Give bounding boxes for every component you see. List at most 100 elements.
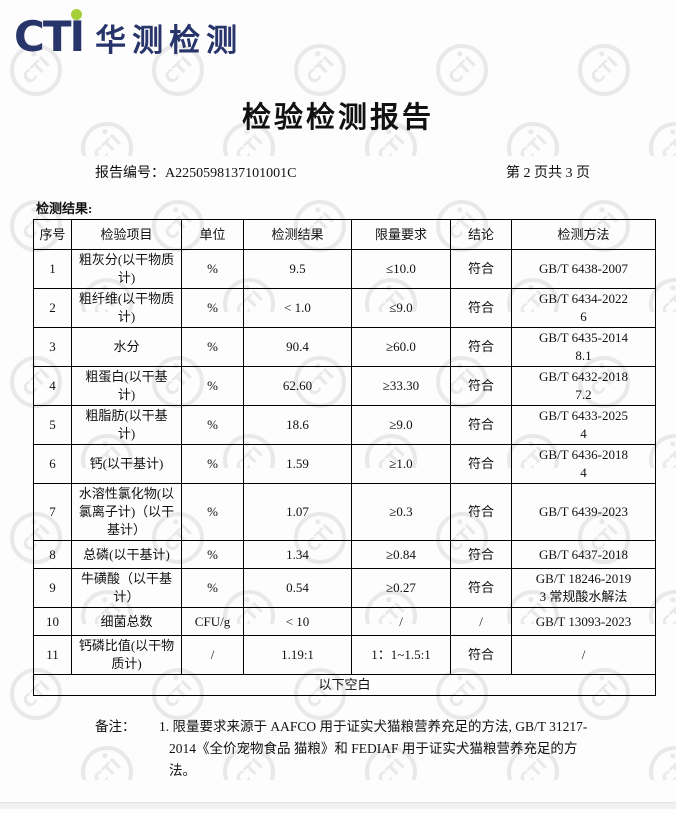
conclusion-cell: 符合 xyxy=(450,327,512,367)
result-cell: 18.6 xyxy=(243,405,352,445)
unit-cell: % xyxy=(181,327,244,367)
row-index-cell: 4 xyxy=(33,366,72,406)
table-row: 5 粗脂肪(以干基 计)% 18.6 ≥9.0 符合 GB/T 6433-2025 4 xyxy=(33,405,656,445)
cti-logo: CTI xyxy=(14,9,85,58)
method-cell: GB/T 6435-2014 8.1 xyxy=(511,327,656,367)
row-index-cell: 3 xyxy=(33,327,72,367)
unit-cell: / xyxy=(181,635,244,675)
conclusion-cell: / xyxy=(450,607,512,636)
unit-cell: % xyxy=(181,540,244,569)
method-cell: GB/T 6432-2018 7.2 xyxy=(511,366,656,406)
conclusion-cell: 符合 xyxy=(450,635,512,675)
method-cell: GB/T 6436-2018 4 xyxy=(511,444,656,484)
method-cell: GB/T 6439-2023 xyxy=(511,483,656,541)
unit-cell: % xyxy=(181,568,244,608)
limit-cell: ≥1.0 xyxy=(351,444,451,484)
unit-cell: % xyxy=(181,288,244,328)
table-row: 6 钙(以干基计)% 1.59 ≥1.0 符合 GB/T 6436-2018 4 xyxy=(33,444,656,484)
conclusion-cell: 符合 xyxy=(450,288,512,328)
table-body: 1 粗灰分(以干物质 计)% 9.5 ≤10.0 符合 GB/T 6438-2007 2 粗纤… xyxy=(33,249,656,675)
result-cell: 90.4 xyxy=(243,327,352,367)
limit-cell: ≥0.27 xyxy=(351,568,451,608)
brand-header: CTI 华测检测 xyxy=(0,0,676,58)
unit-cell: % xyxy=(181,366,244,406)
conclusion-cell: 符合 xyxy=(450,405,512,445)
limit-cell: ≤9.0 xyxy=(351,288,451,328)
method-cell: GB/T 6437-2018 xyxy=(511,540,656,569)
column-header: 序号 xyxy=(33,219,72,250)
result-cell: 1.59 xyxy=(243,444,352,484)
method-cell: GB/T 6434-2022 6 xyxy=(511,288,656,328)
blank-row-label: 以下空白 xyxy=(33,674,656,696)
limit-cell: 1：1~1.5:1 xyxy=(351,635,451,675)
column-header: 限量要求 xyxy=(351,219,451,250)
conclusion-cell: 符合 xyxy=(450,568,512,608)
conclusion-cell: 符合 xyxy=(450,444,512,484)
row-index-cell: 9 xyxy=(33,568,72,608)
method-cell: / xyxy=(511,635,656,675)
column-header: 检测方法 xyxy=(511,219,656,250)
row-index-cell: 10 xyxy=(33,607,72,636)
test-item-cell: 粗纤维(以干物质 计) xyxy=(71,288,182,328)
row-index-cell: 11 xyxy=(33,635,72,675)
remark-label: 备注： xyxy=(95,719,136,734)
result-cell: 9.5 xyxy=(243,249,352,289)
result-cell: 62.60 xyxy=(243,366,352,406)
table-row: 10 细菌总数 CFU/g < 10// GB/T 13093-2023 xyxy=(33,607,656,636)
test-item-cell: 牛磺酸（以干基 计） xyxy=(71,568,182,608)
report-number: 报告编号：A2250598137101001C xyxy=(95,162,296,182)
column-header: 单位 xyxy=(181,219,244,250)
test-item-cell: 水溶性氯化物(以 氯离子计)（以干 基计） xyxy=(71,483,182,541)
test-item-cell: 钙磷比值(以干物 质计) xyxy=(71,635,182,675)
table-row: 2 粗纤维(以干物质 计)% < 1.0 ≤9.0 符合 GB/T 6434-2022 6 xyxy=(33,288,656,328)
column-header: 检验项目 xyxy=(71,219,182,250)
table-row: 1 粗灰分(以干物质 计)% 9.5 ≤10.0 符合 GB/T 6438-2007 xyxy=(33,249,656,289)
report-number-value: A2250598137101001C xyxy=(165,166,297,181)
unit-cell: % xyxy=(181,483,244,541)
section-label: 检测结果: xyxy=(36,201,93,216)
cti-logo-text: CTI xyxy=(14,12,85,61)
conclusion-cell: 符合 xyxy=(450,483,512,541)
row-index-cell: 1 xyxy=(33,249,72,289)
unit-cell: % xyxy=(181,405,244,445)
remark-text: 1. 限量要求来源于 AAFCO 用于证实犬猫粮营养充足的方法, GB/T 31… xyxy=(159,716,604,782)
table-row: 8 总磷(以干基计)% 1.34 ≥0.84 符合 GB/T 6437-2018 xyxy=(33,540,656,569)
page-indicator: 第 2 页共 3 页 xyxy=(506,166,590,181)
table-header-row: 序号 检验项目 单位 检测结果 限量要求 结论 检测方法 xyxy=(33,219,656,250)
table-row: 4 粗蛋白(以干基 计)% 62.60 ≥33.30 符合 GB/T 6432-2018 … xyxy=(33,366,656,406)
unit-cell: CFU/g xyxy=(181,607,244,636)
conclusion-cell: 符合 xyxy=(450,366,512,406)
table-row: 11 钙磷比值(以干物 质计)/1.19:1 1：1~1.5:1 符合 / xyxy=(33,635,656,675)
results-table: 序号 检验项目 单位 检测结果 限量要求 结论 检测方法 1 粗灰分(以干物质 计)% 9.5 ≤… xyxy=(33,219,656,696)
row-index-cell: 2 xyxy=(33,288,72,328)
method-cell: GB/T 6433-2025 4 xyxy=(511,405,656,445)
limit-cell: ≥0.3 xyxy=(351,483,451,541)
limit-cell: / xyxy=(351,607,451,636)
row-index-cell: 8 xyxy=(33,540,72,569)
limit-cell: ≥9.0 xyxy=(351,405,451,445)
report-number-label: 报告编号： xyxy=(95,166,165,181)
remark-line: 2014《全价宠物食品 猫粮》和 FEDIAF 用于证实犬猫粮营养充足的方法。 xyxy=(169,741,578,778)
unit-cell: % xyxy=(181,444,244,484)
remark-line: 1. 限量要求来源于 AAFCO 用于证实犬猫粮营养充足的方法, GB/T 31… xyxy=(159,719,588,734)
method-cell: GB/T 18246-2019 3 常规酸水解法 xyxy=(511,568,656,608)
result-cell: 0.54 xyxy=(243,568,352,608)
page-title: 检验检测报告 xyxy=(241,102,434,134)
table-row: 7 水溶性氯化物(以 氯离子计)（以干 基计）% 1.07 ≥0.3 符合 GB/T 64… xyxy=(33,483,656,541)
limit-cell: ≥60.0 xyxy=(351,327,451,367)
unit-cell: % xyxy=(181,249,244,289)
page-gap-divider xyxy=(0,802,676,809)
row-index-cell: 6 xyxy=(33,444,72,484)
conclusion-cell: 符合 xyxy=(450,249,512,289)
cti-logo-chinese: 华测检测 xyxy=(95,22,244,59)
test-item-cell: 钙(以干基计) xyxy=(71,444,182,484)
test-item-cell: 细菌总数 xyxy=(71,607,182,636)
report-meta-row: 报告编号：A2250598137101001C 第 2 页共 3 页 xyxy=(0,162,676,182)
test-item-cell: 粗脂肪(以干基 计) xyxy=(71,405,182,445)
test-item-cell: 粗蛋白(以干基 计) xyxy=(71,366,182,406)
limit-cell: ≤10.0 xyxy=(351,249,451,289)
test-item-cell: 粗灰分(以干物质 计) xyxy=(71,249,182,289)
test-item-cell: 水分 xyxy=(71,327,182,367)
method-cell: GB/T 13093-2023 xyxy=(511,607,656,636)
